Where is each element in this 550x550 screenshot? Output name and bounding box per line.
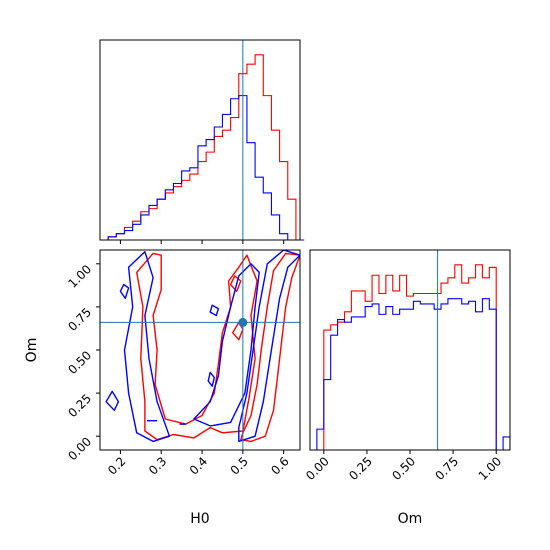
contour-blue bbox=[123, 250, 171, 443]
h0-histogram-blue-step-line bbox=[100, 95, 305, 241]
joint-contour-series bbox=[105, 250, 300, 443]
h0-histogram-ticks bbox=[119, 240, 285, 244]
om-x-axis-label: Om bbox=[398, 511, 423, 527]
joint-frame bbox=[99, 249, 301, 451]
om-histogram-frame bbox=[309, 249, 511, 451]
joint-contour-panel: 0.2 0.3 0.4 0.5 0.6 0.000.250.500.751.00 H0 … bbox=[24, 249, 301, 527]
contour-blue bbox=[207, 371, 216, 387]
om-histogram-blue-step-line bbox=[316, 298, 510, 450]
h0-histogram-frame bbox=[99, 39, 301, 241]
joint-x-axis-label: H0 bbox=[190, 511, 209, 527]
joint-truth-point bbox=[238, 317, 248, 327]
om-histogram-red-step-line bbox=[323, 264, 497, 450]
om-histogram-series bbox=[316, 264, 510, 450]
contour-blue bbox=[105, 390, 120, 411]
h0-histogram-panel bbox=[99, 39, 305, 244]
contour-blue bbox=[193, 263, 260, 427]
contour-blue bbox=[209, 304, 220, 317]
contour-blue bbox=[119, 283, 130, 299]
contour-blue bbox=[238, 250, 300, 443]
h0-histogram-red-step-line bbox=[100, 54, 305, 241]
joint-y-axis-label: Om bbox=[24, 338, 40, 363]
h0-histogram-series bbox=[100, 54, 305, 241]
contour-red bbox=[240, 252, 300, 443]
contour-red bbox=[135, 252, 258, 441]
